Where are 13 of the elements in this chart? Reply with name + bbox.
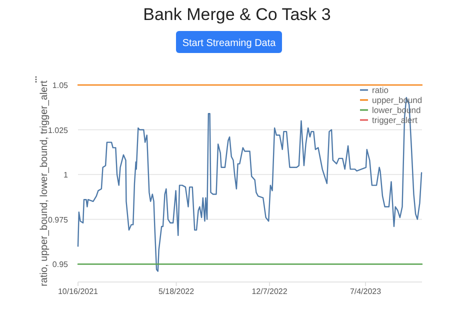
- legend-label: ratio: [372, 85, 389, 95]
- x-tick-label: 10/16/2021: [58, 287, 99, 296]
- y-tick-label: 1: [64, 170, 69, 180]
- y-tick-label: 1.05: [52, 81, 69, 90]
- line-series: [77, 96, 422, 272]
- chart-title: Bank Merge & Co Task 3: [143, 5, 331, 24]
- y-tick-label: 0.95: [52, 260, 69, 270]
- x-tick-label: 12/7/2022: [252, 287, 288, 296]
- y-tick-label: 0.975: [48, 215, 69, 224]
- x-tick-label: 5/18/2022: [158, 287, 195, 296]
- y-tick-label: 1.025: [48, 126, 69, 135]
- x-tick-label: 7/4/2023: [350, 287, 382, 296]
- start-button: Start Streaming Data: [176, 31, 282, 53]
